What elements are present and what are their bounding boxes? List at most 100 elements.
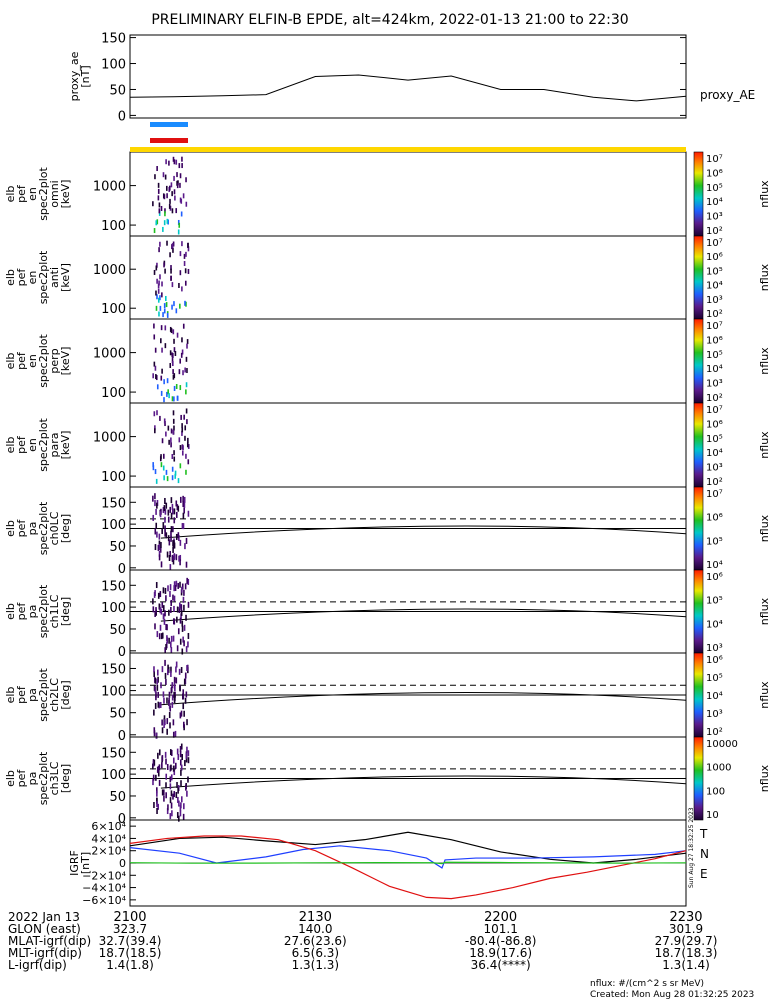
- data-pixel: [174, 351, 177, 357]
- data-pixel: [170, 606, 172, 613]
- data-pixel: [157, 803, 160, 810]
- ephemeris-row-label: 2022 Jan 13: [8, 910, 80, 924]
- data-pixel: [186, 368, 188, 374]
- data-pixel: [152, 495, 154, 502]
- colorbar-tick: 10⁷: [706, 489, 723, 500]
- data-pixel: [168, 555, 171, 562]
- colorbar-tick: 10⁵: [706, 434, 723, 445]
- data-pixel: [163, 453, 165, 459]
- data-pixel: [180, 764, 183, 771]
- data-pixel: [173, 542, 176, 549]
- data-pixel: [165, 595, 167, 602]
- data-pixel: [176, 645, 179, 652]
- data-pixel: [176, 504, 179, 511]
- data-pixel: [172, 793, 174, 800]
- data-pixel: [179, 251, 182, 257]
- ytick-label: 0: [118, 729, 126, 744]
- axis-label: pef: [15, 602, 28, 621]
- colorbar-tick: 10⁵: [706, 536, 723, 547]
- data-pixel: [174, 695, 176, 702]
- data-pixel: [173, 396, 175, 402]
- ephemeris-value: 140.0: [298, 922, 332, 936]
- data-pixel: [173, 517, 176, 524]
- data-pixel: [169, 506, 172, 513]
- data-pixel: [168, 609, 170, 616]
- data-pixel: [161, 601, 164, 608]
- data-pixel: [178, 163, 181, 169]
- data-pixel: [153, 269, 156, 275]
- data-pixel: [176, 748, 179, 755]
- data-pixel: [176, 616, 178, 623]
- data-pixel: [170, 764, 172, 771]
- data-pixel: [153, 323, 155, 329]
- data-pixel: [163, 418, 166, 424]
- time-tick-label: 2100: [113, 910, 146, 925]
- data-pixel: [173, 385, 176, 391]
- data-pixel: [183, 502, 186, 509]
- data-pixel: [183, 678, 186, 685]
- data-pixel: [181, 427, 184, 433]
- data-pixel: [170, 535, 172, 542]
- colorbar-label: nflux: [758, 347, 771, 375]
- data-pixel: [184, 280, 187, 286]
- loss-cone-curve: [160, 691, 687, 706]
- colorbar-tick: 10⁶: [706, 572, 723, 583]
- data-pixel: [173, 791, 176, 798]
- data-pixel: [179, 496, 182, 503]
- data-pixel: [173, 189, 176, 195]
- axis-label: [keV]: [59, 263, 72, 292]
- data-pixel: [187, 776, 189, 783]
- axis-label: pef: [15, 685, 28, 704]
- data-pixel: [185, 382, 188, 388]
- data-pixel: [187, 632, 190, 639]
- data-pixel: [152, 606, 155, 613]
- ytick-label: 6×10⁴: [91, 820, 126, 833]
- data-pixel: [158, 543, 161, 550]
- data-pixel: [177, 478, 180, 484]
- loss-cone-curve: [160, 775, 687, 789]
- data-pixel: [177, 582, 180, 589]
- data-pixel: [174, 691, 176, 698]
- data-pixel: [157, 770, 160, 777]
- ytick-label: 50: [109, 83, 126, 98]
- data-pixel: [159, 546, 162, 553]
- data-pixel: [187, 641, 189, 648]
- colorbar-tick: 10⁵: [706, 183, 723, 194]
- data-pixel: [179, 746, 182, 753]
- data-pixel: [181, 156, 183, 162]
- data-pixel: [184, 672, 187, 679]
- data-pixel: [152, 462, 154, 468]
- colorbar-label: nflux: [758, 263, 771, 291]
- axis-label: elb: [4, 437, 17, 454]
- colorbar-tick: 10: [706, 810, 719, 821]
- data-pixel: [174, 473, 177, 479]
- igrf-series-line: [129, 831, 687, 864]
- data-pixel: [174, 584, 177, 591]
- data-pixel: [152, 201, 154, 207]
- data-pixel: [176, 395, 179, 401]
- data-pixel: [164, 325, 167, 331]
- data-pixel: [185, 537, 188, 544]
- data-pixel: [180, 613, 182, 620]
- created-footnote: Created: Mon Aug 28 01:32:25 2023: [590, 990, 754, 1000]
- axis-label: spec2plot: [37, 584, 50, 638]
- data-pixel: [173, 769, 176, 776]
- data-pixel: [182, 370, 184, 376]
- axis-label: elb: [4, 186, 17, 203]
- data-pixel: [159, 607, 162, 614]
- data-pixel: [156, 684, 159, 691]
- data-pixel: [176, 332, 179, 338]
- data-pixel: [179, 685, 181, 692]
- ephemeris-value: 301.9: [669, 922, 703, 936]
- data-pixel: [179, 539, 182, 546]
- data-pixel: [179, 358, 181, 364]
- ytick-label: 150: [101, 496, 126, 511]
- data-pixel: [187, 601, 190, 608]
- data-pixel: [165, 678, 167, 685]
- data-pixel: [156, 797, 158, 804]
- axis-label: spec2plot: [37, 334, 50, 388]
- ytick-label: 0: [119, 857, 126, 870]
- panels: proxy_ae[nT]050100150proxy_AEelbpefenspe…: [4, 32, 771, 907]
